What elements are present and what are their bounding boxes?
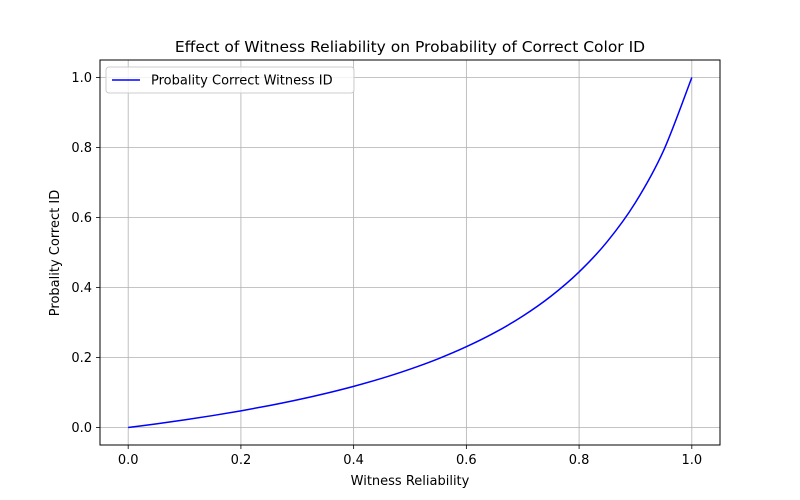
ticks: 0.0 0.2 0.4 0.6 0.8 1.0 0.0 0.2 0.4 0.6 0.8 1.0 — [71, 71, 702, 468]
legend: Probality Correct Witness ID — [105, 66, 355, 94]
series-line-probability-correct-witness-id — [128, 77, 693, 429]
chart-title: Effect of Witness Reliability on Probabi… — [175, 38, 645, 56]
x-tick-label: 1.0 — [681, 453, 702, 468]
grid — [100, 60, 720, 445]
y-tick-label: 0.4 — [71, 281, 92, 296]
x-axis-label: Witness Reliability — [351, 474, 470, 489]
legend-label: Probality Correct Witness ID — [151, 74, 333, 89]
x-tick-label: 0.6 — [456, 453, 477, 468]
x-tick-label: 0.8 — [569, 453, 590, 468]
legend-box — [105, 66, 355, 94]
y-axis-label: Probality Correct ID — [48, 190, 63, 316]
y-tick-label: 0.0 — [71, 421, 92, 436]
y-tick-label: 0.6 — [71, 211, 92, 226]
y-tick-label: 0.2 — [71, 351, 92, 366]
x-tick-label: 0.0 — [118, 453, 139, 468]
plot-frame — [99, 59, 721, 446]
x-tick-label: 0.2 — [231, 453, 252, 468]
y-tick-label: 0.8 — [71, 141, 92, 156]
x-tick-label: 0.4 — [343, 453, 364, 468]
y-tick-label: 1.0 — [71, 71, 92, 86]
